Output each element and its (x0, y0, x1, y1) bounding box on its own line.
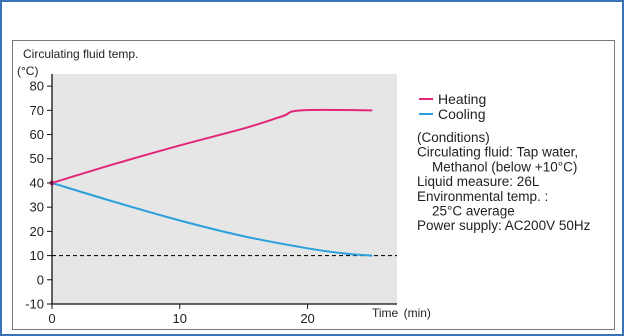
chart-panel: Circulating fluid temp. (°C) -10 0 10 20 30 4… (12, 40, 615, 330)
legend-label-cooling: Cooling (438, 106, 485, 122)
conditions-block: (Conditions)Circulating fluid: Tap water… (417, 130, 591, 233)
chart-title: Circulating fluid temp. (23, 47, 138, 61)
series-line-cooling (51, 181, 373, 257)
y-tick-label: -10 (25, 297, 44, 312)
legend-label-heating: Heating (438, 91, 486, 107)
y-tick-label: 10 (30, 248, 44, 263)
y-ticks: -10 0 10 20 30 40 50 60 70 80 (25, 79, 52, 312)
x-tick-label: 20 (300, 311, 314, 326)
series-line-heating (51, 108, 373, 184)
y-tick-label: 60 (30, 127, 44, 142)
y-tick-label: 30 (30, 200, 44, 215)
y-tick-label: 70 (30, 103, 44, 118)
series-layer (49, 108, 373, 257)
y-tick-label: 20 (30, 224, 44, 239)
condition-line: Power supply: AC200V 50Hz (417, 218, 591, 233)
x-ticks: 0 10 20 (48, 304, 315, 326)
condition-line: Liquid measure: 26L (417, 174, 540, 189)
y-tick-label: 40 (30, 175, 44, 190)
x-axis-label: Time (min) (372, 306, 431, 320)
y-tick-label: 50 (30, 151, 44, 166)
condition-line: Circulating fluid: Tap water, (417, 145, 578, 160)
x-tick-label: 0 (48, 311, 55, 326)
x-axis-label-text: Time (372, 306, 399, 320)
y-axis-label: (°C) (17, 64, 38, 78)
condition-line: Environmental temp. : (417, 189, 548, 204)
x-tick-label: 10 (173, 311, 187, 326)
condition-line: 25°C average (417, 204, 515, 219)
plot-area (52, 74, 397, 304)
y-tick-label: 0 (37, 272, 44, 287)
temperature-chart: Circulating fluid temp. (°C) -10 0 10 20 30 4… (17, 47, 591, 326)
condition-line: (Conditions) (417, 130, 490, 145)
y-tick-label: 80 (30, 79, 44, 94)
condition-line: Methanol (below +10°C) (417, 159, 577, 174)
x-axis-label-unit: (min) (404, 306, 431, 320)
